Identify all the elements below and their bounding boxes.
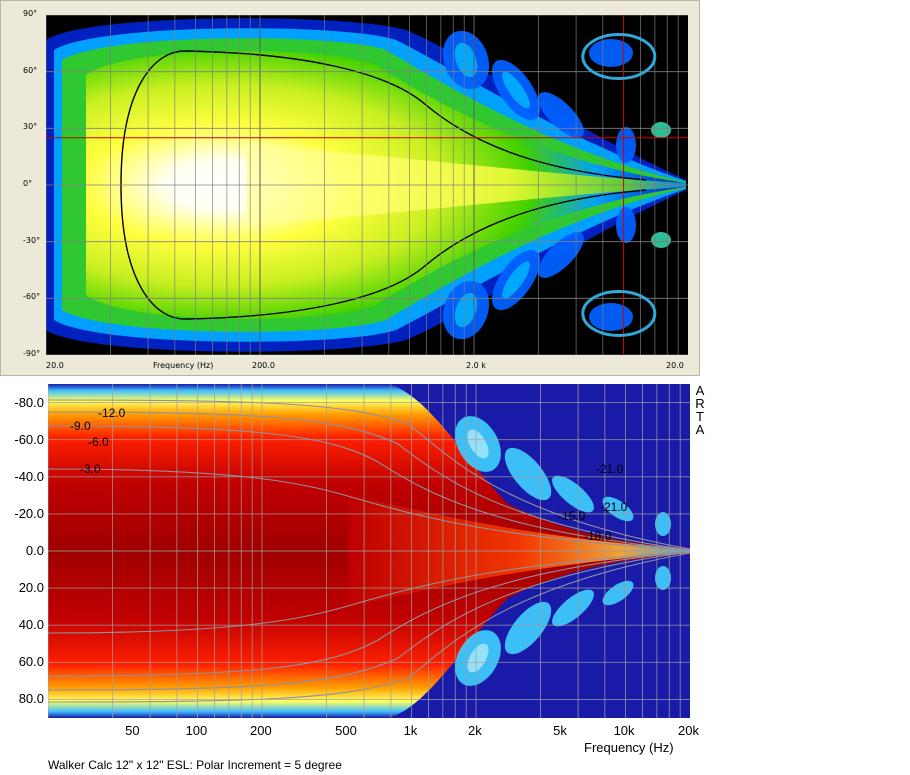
bottom-x-axis-label: Frequency (Hz) <box>584 740 674 755</box>
bottom-y-tick-label: -80.0 <box>14 394 44 410</box>
bottom-x-tick-label: 500 <box>335 723 357 738</box>
top-heatmap-svg <box>46 15 688 355</box>
bottom-y-tick-label: -40.0 <box>14 468 44 484</box>
bottom-x-tick-label: 1k <box>403 723 418 738</box>
bottom-y-tick-label: 80.0 <box>18 691 44 707</box>
contour-label: -21.0 <box>596 462 624 476</box>
bottom-x-tick-label: 20k <box>678 723 699 738</box>
arta-side-label: A R T A <box>694 384 706 436</box>
bottom-y-tick-label: 20.0 <box>18 580 44 596</box>
contour-label: -6.0 <box>88 435 109 449</box>
top-y-tick-label: -60° <box>23 292 41 302</box>
contour-label: -21.0 <box>600 500 628 514</box>
top-highlight-ellipse-lower <box>581 289 657 337</box>
top-highlight-ellipse-upper <box>581 33 657 81</box>
contour-label: -3.0 <box>80 462 101 476</box>
chart-caption: Walker Calc 12" x 12" ESL: Polar Increme… <box>48 758 342 772</box>
bottom-lobe-cores <box>467 429 489 673</box>
top-y-tick-label: -30° <box>23 235 41 245</box>
top-contour-line <box>120 50 647 320</box>
top-x-tick-label: 20.0 <box>666 361 684 370</box>
top-y-tick-label: 90° <box>23 9 38 18</box>
contour-label: -18.0 <box>584 529 612 543</box>
top-lobe-cores <box>454 42 530 328</box>
bottom-y-tick-label: 60.0 <box>18 654 44 670</box>
arta-letter: T <box>696 409 704 424</box>
bottom-y-tick-label: 0.0 <box>25 543 44 558</box>
bottom-x-tick-label: 10k <box>613 723 635 738</box>
bottom-x-tick-label: 100 <box>185 723 208 738</box>
top-chart-panel: 90° 60° 30° 0° -30° -60° -90° 20.0 200.0 2.0 k 20… <box>0 0 700 376</box>
contour-label: -9.0 <box>70 419 91 433</box>
top-x-tick-label: 2.0 k <box>466 361 486 370</box>
arta-letter: A <box>695 383 705 398</box>
bottom-heatmap-svg <box>48 384 690 718</box>
top-grid-lines <box>46 15 688 355</box>
bottom-x-tick-label: 50 <box>125 723 140 738</box>
top-y-tick-label: 60° <box>23 65 38 75</box>
bottom-grid-lines <box>48 384 690 718</box>
bottom-heatmap-plot[interactable] <box>48 384 690 718</box>
top-x-tick-label: 200.0 <box>252 361 275 370</box>
arta-letter: R <box>695 396 705 411</box>
bottom-y-tick-label: -60.0 <box>14 431 44 447</box>
bottom-y-tick-label: 40.0 <box>18 617 44 633</box>
top-y-tick-label: 0° <box>23 179 33 188</box>
bottom-x-tick-label: 200 <box>250 723 272 738</box>
top-x-axis-label: Frequency (Hz) <box>153 361 214 370</box>
top-heatmap-plot[interactable] <box>46 15 688 355</box>
bottom-x-tick-label: 2k <box>468 723 482 738</box>
contour-label: -15.0 <box>558 509 586 523</box>
top-x-tick-label: 20.0 <box>46 361 64 370</box>
bottom-x-tick-label: 5k <box>553 723 567 738</box>
top-y-tick-label: 30° <box>23 122 38 132</box>
top-y-tick-label: -90° <box>23 349 41 358</box>
contour-label: -12.0 <box>98 406 126 420</box>
bottom-y-tick-label: -20.0 <box>14 505 44 521</box>
arta-letter: A <box>695 422 705 437</box>
